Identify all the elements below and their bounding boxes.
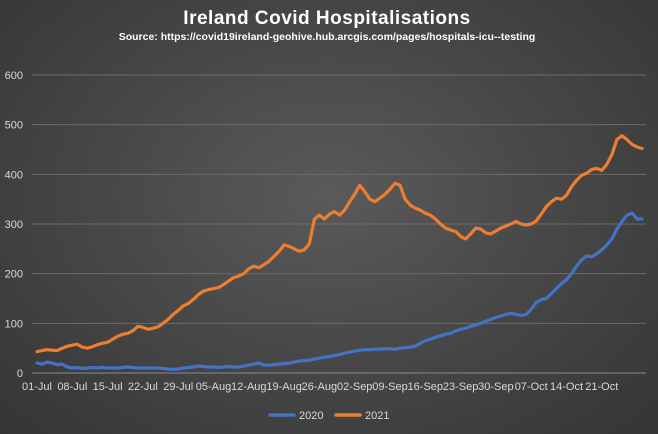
y-tick-label: 600 <box>5 70 23 82</box>
y-tick-label: 400 <box>5 169 23 181</box>
x-tick-label: 08-Jul <box>57 381 87 393</box>
x-tick-label: 30-Sep <box>478 381 513 393</box>
x-tick-label: 02-Sep <box>337 381 372 393</box>
x-tick-label: 14-Oct <box>550 381 583 393</box>
x-tick-label: 29-Jul <box>163 381 193 393</box>
x-tick-label: 07-Oct <box>515 381 548 393</box>
x-tick-label: 26-Aug <box>302 381 337 393</box>
chart-subtitle: Source: https://covid19ireland-geohive.h… <box>119 31 536 43</box>
x-tick-label: 16-Sep <box>408 381 443 393</box>
legend: 2020 2021 <box>268 410 389 422</box>
y-tick-label: 100 <box>5 318 23 330</box>
x-tick-label: 21-Oct <box>585 381 618 393</box>
x-tick-label: 19-Aug <box>266 381 301 393</box>
x-tick-label: 09-Sep <box>372 381 407 393</box>
x-tick-label: 15-Jul <box>93 381 123 393</box>
series-line-2020 <box>35 211 644 372</box>
x-tick-label: 23-Sep <box>443 381 478 393</box>
grid-layer <box>32 74 646 374</box>
y-tick-label: 0 <box>17 368 23 380</box>
series-line-2021 <box>35 134 644 354</box>
legend-label-2021: 2021 <box>365 410 389 422</box>
x-tick-label: 22-Jul <box>128 381 158 393</box>
y-tick-label: 500 <box>5 120 23 132</box>
chart-title: Ireland Covid Hospitalisations <box>183 8 470 29</box>
y-tick-label: 200 <box>5 269 23 281</box>
x-tick-label: 05-Aug <box>196 381 231 393</box>
y-axis-ticks: 0 100 200 300 400 500 600 <box>5 70 23 380</box>
legend-label-2020: 2020 <box>299 410 323 422</box>
x-tick-label: 12-Aug <box>231 381 266 393</box>
series-layer <box>35 134 644 372</box>
y-tick-label: 300 <box>5 219 23 231</box>
x-tick-label: 01-Jul <box>22 381 52 393</box>
x-axis-ticks: 01-Jul 08-Jul 15-Jul 22-Jul 29-Jul 05-Aug 12-A… <box>22 381 618 393</box>
